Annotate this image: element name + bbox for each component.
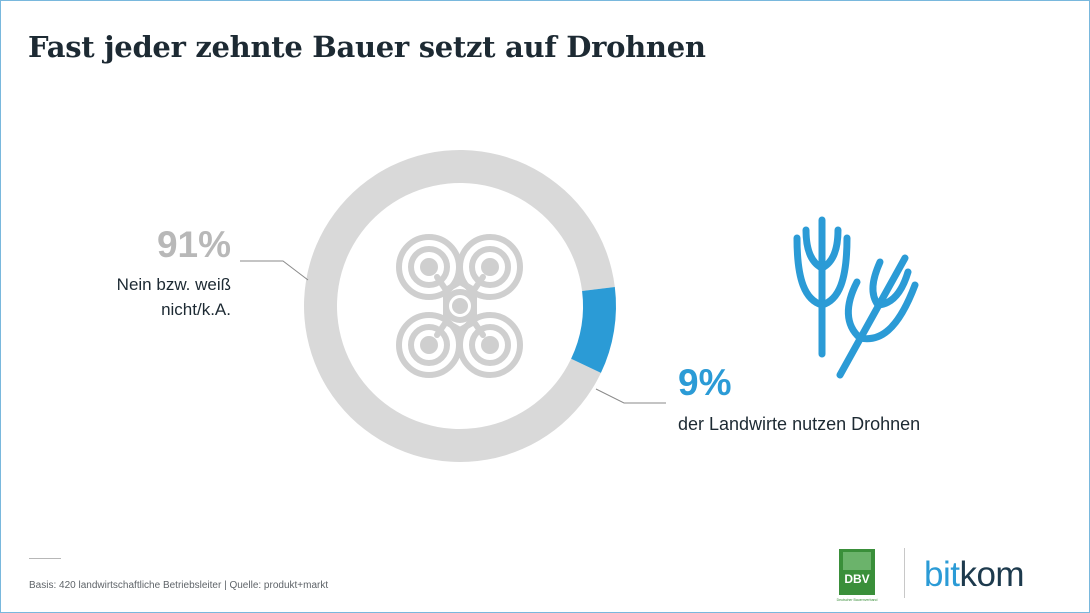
slice-label-yes: der Landwirte nutzen Drohnen — [678, 414, 921, 434]
source-note: Basis: 420 landwirtschaftliche Betriebsl… — [29, 580, 329, 591]
leader-line-no — [240, 260, 309, 281]
footer-divider — [29, 558, 61, 559]
slice-pct-yes: 9% — [678, 362, 732, 403]
leader-line-yes — [595, 388, 666, 404]
donut-slice-yes — [571, 286, 616, 373]
dbv-logo-text: DBV — [844, 572, 869, 586]
slice-label-no: Nein bzw. weiß nicht/k.A. — [116, 275, 231, 319]
bitkom-logo-part1: bit — [924, 555, 960, 594]
dbv-logo: DBV Deutscher Bauernverband — [837, 549, 878, 602]
bitkom-logo-part2: kom — [959, 555, 1025, 594]
bitkom-logo: bitkom — [924, 553, 1025, 597]
logo-divider — [904, 548, 905, 598]
drone-icon — [396, 234, 523, 378]
donut-ring — [304, 149, 616, 462]
page-title: Fast jeder zehnte Bauer setzt auf Drohne… — [28, 30, 706, 64]
slice-pct-no: 91% — [156, 224, 231, 265]
wheat-icon — [793, 216, 919, 379]
dbv-logo-subtext: Deutscher Bauernverband — [837, 598, 878, 602]
